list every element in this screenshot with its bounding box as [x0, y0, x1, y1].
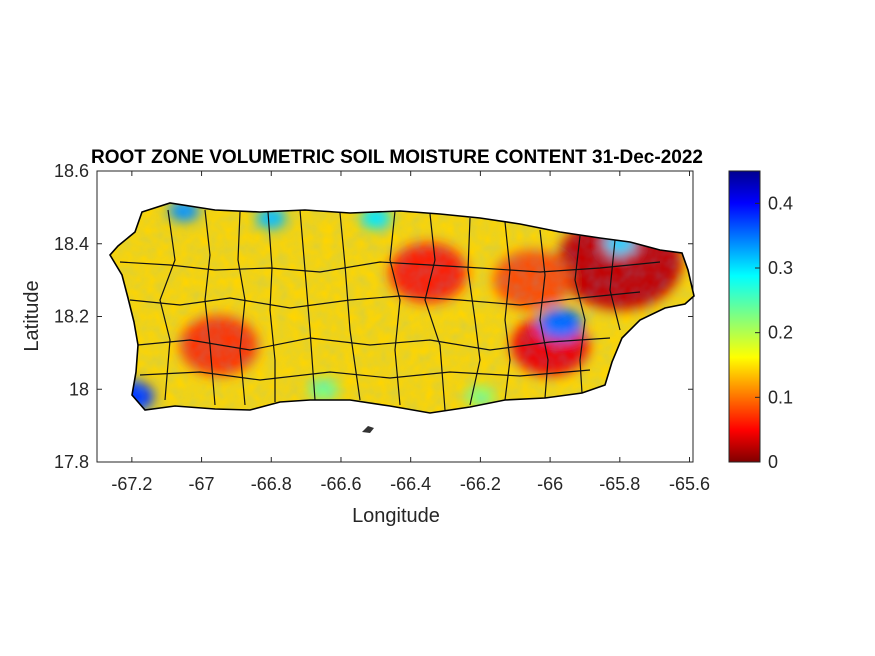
- y-tick-label: 17.8: [54, 452, 89, 472]
- colorbar-tick-label: 0.4: [768, 193, 793, 213]
- y-tick-label: 18: [69, 379, 89, 399]
- x-tick-label: -65.6: [669, 474, 710, 494]
- municipality-boundaries: [119, 209, 661, 411]
- y-axis: 17.8 18 18.2 18.4 18.6: [54, 161, 693, 472]
- y-axis-label: Latitude: [21, 280, 43, 351]
- x-tick-label: -66: [537, 474, 563, 494]
- x-tick-label: -66.4: [390, 474, 431, 494]
- x-axis-label: Longitude: [352, 505, 440, 527]
- x-axis: -67.2 -67 -66.8 -66.6 -66.4 -66.2 -66 -65.8 -65.…: [111, 171, 710, 494]
- colorbar-tick-label: 0: [768, 452, 778, 472]
- y-tick-label: 18.6: [54, 161, 89, 181]
- colorbar-tick-label: 0.1: [768, 387, 793, 407]
- soil-moisture-map: [109, 202, 695, 433]
- x-tick-label: -67: [189, 474, 215, 494]
- x-tick-label: -65.8: [599, 474, 640, 494]
- colorbar-tick-label: 0.2: [768, 323, 793, 343]
- colorbar: [728, 170, 761, 463]
- caja-de-muertos-island: [362, 426, 374, 433]
- x-tick-label: -66.2: [460, 474, 501, 494]
- y-tick-label: 18.4: [54, 234, 89, 254]
- x-tick-label: -67.2: [111, 474, 152, 494]
- x-tick-label: -66.6: [320, 474, 361, 494]
- colorbar-axis: 0 0.1 0.2 0.3 0.4: [755, 193, 793, 472]
- x-tick-label: -66.8: [251, 474, 292, 494]
- colorbar-tick-label: 0.3: [768, 258, 793, 278]
- chart-title: ROOT ZONE VOLUMETRIC SOIL MOISTURE CONTE…: [91, 147, 703, 168]
- y-tick-label: 18.2: [54, 307, 89, 327]
- island-coastline: [109, 202, 695, 414]
